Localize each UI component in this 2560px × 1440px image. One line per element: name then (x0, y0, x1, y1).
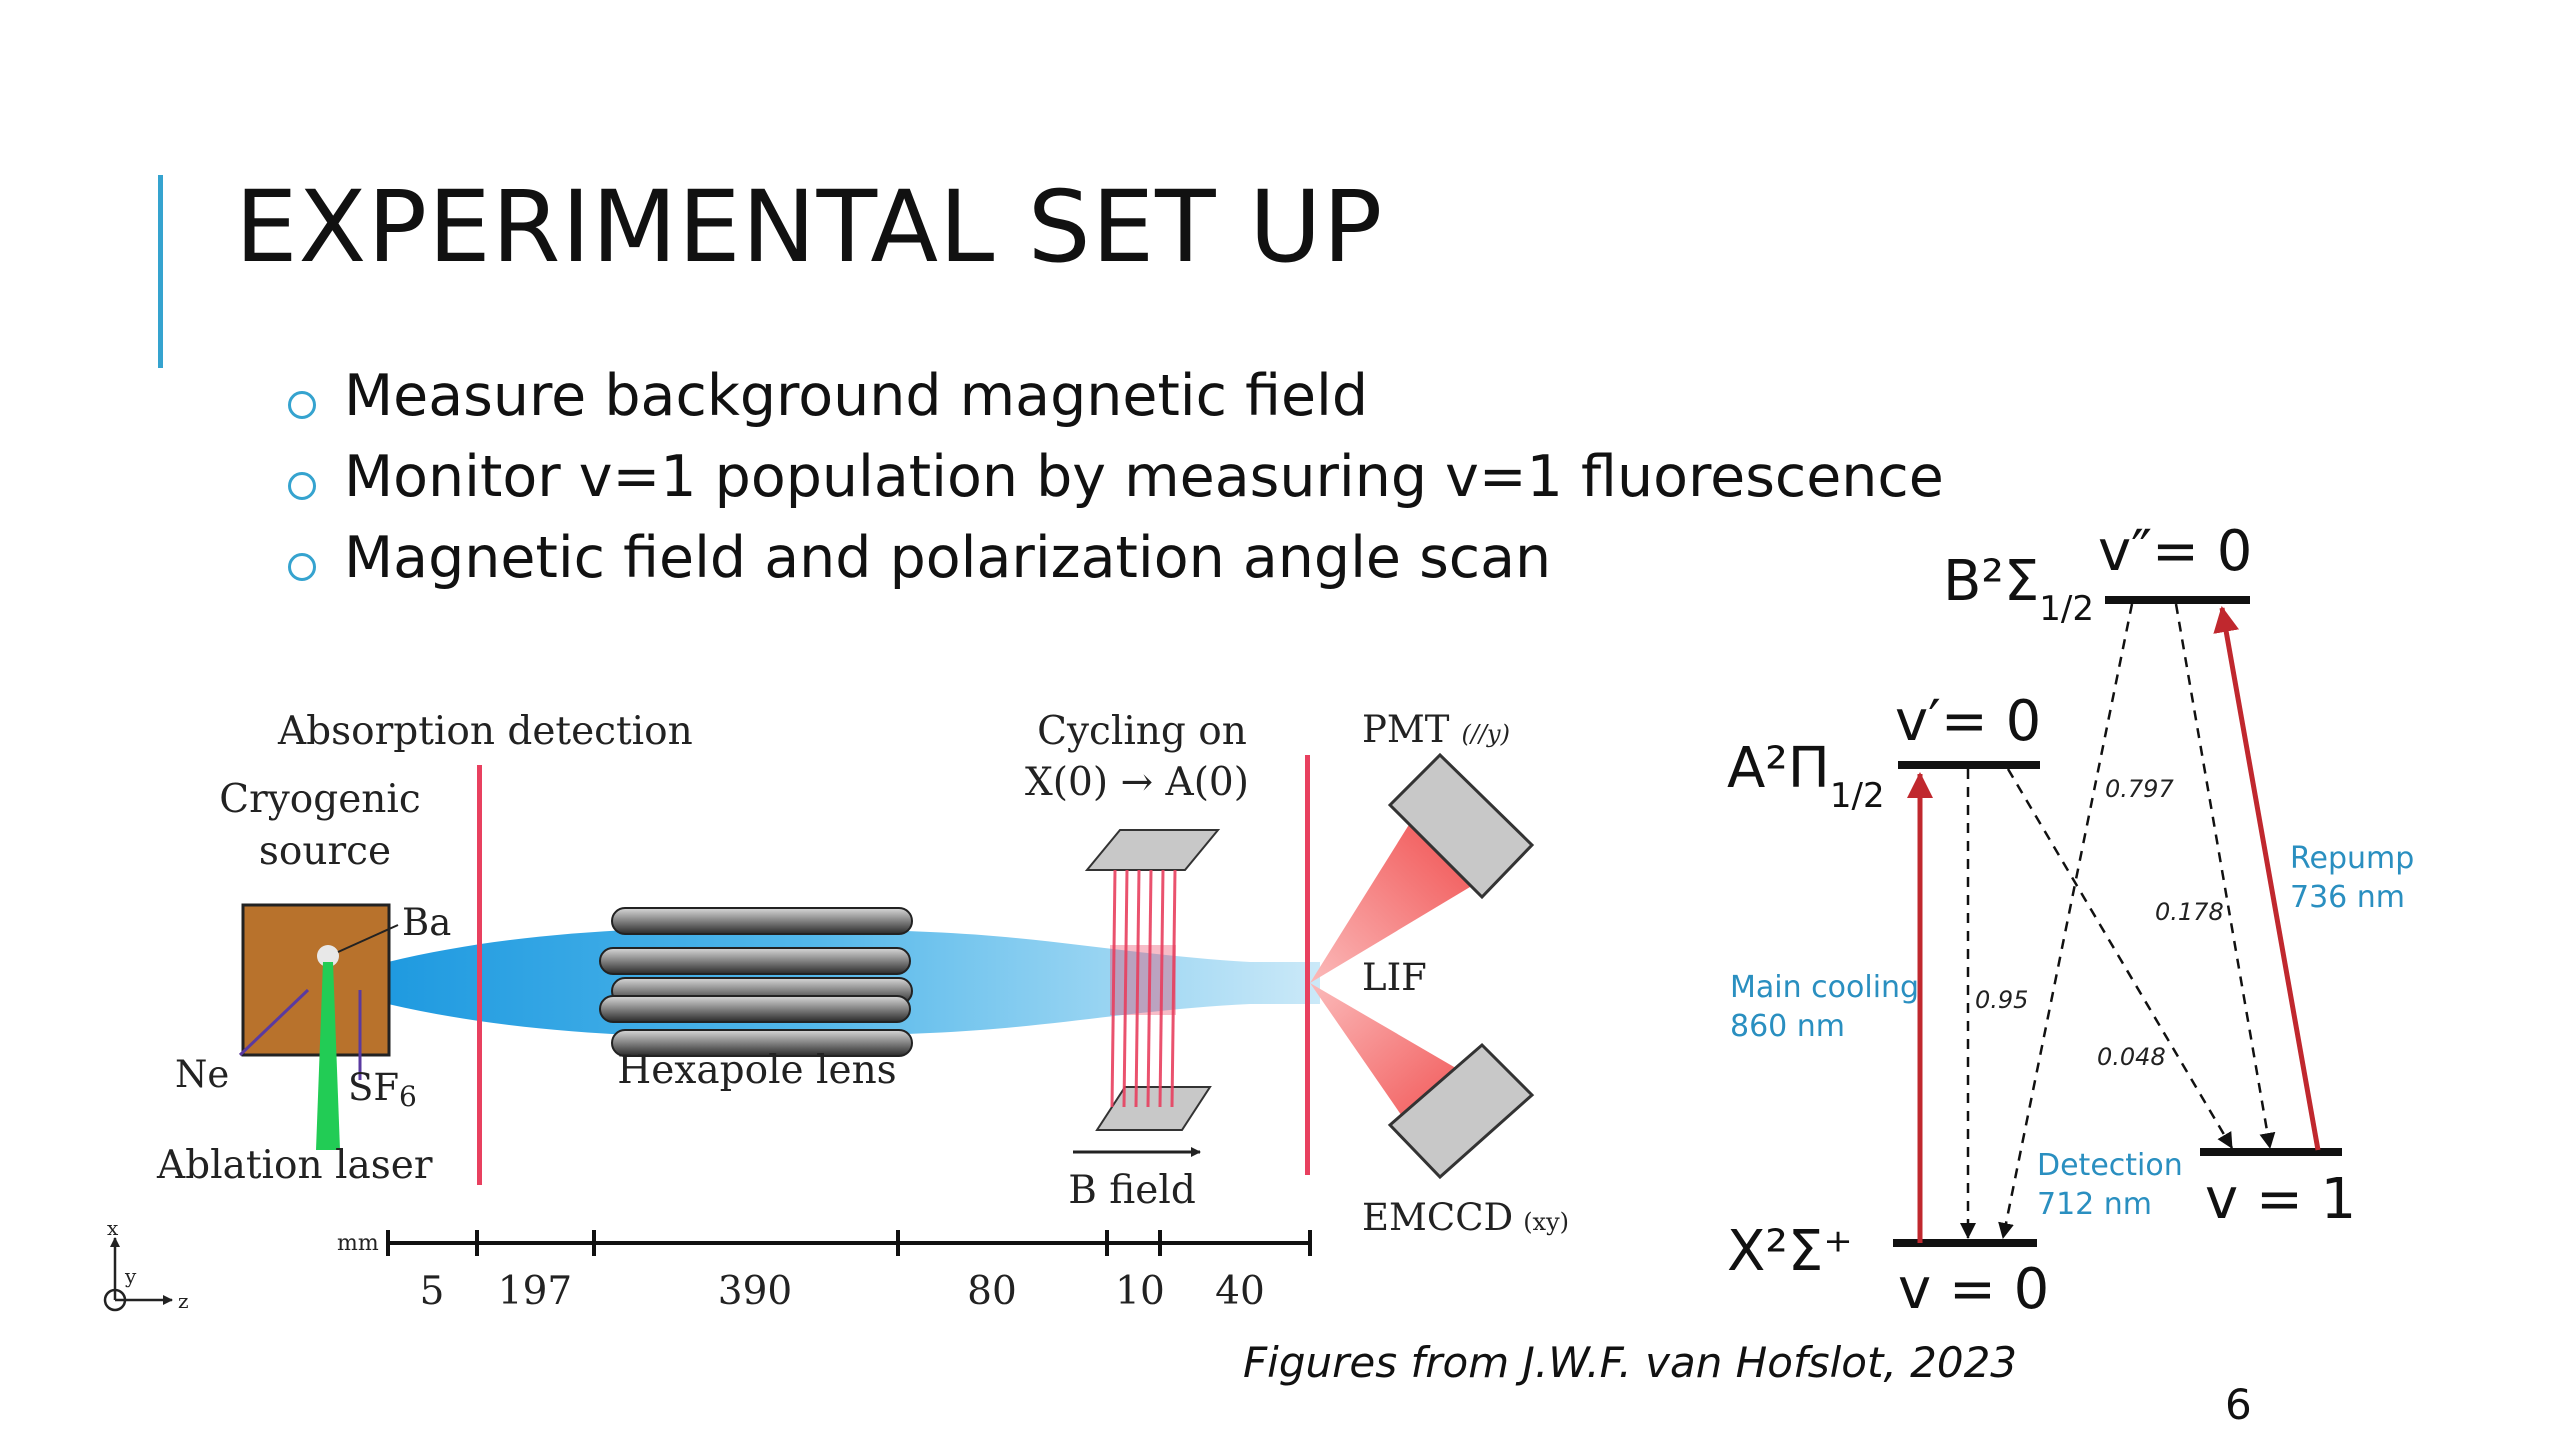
ba-target-dot (317, 945, 339, 967)
pmt-label: PMT (//y) (1362, 708, 1510, 751)
cycling-overlap-region (1110, 945, 1176, 1015)
detection-label-2: 712 nm (2037, 1187, 2152, 1222)
ne-label: Ne (175, 1053, 229, 1096)
setup-diagram: Absorption detection Cryogenic source Ba… (103, 708, 1569, 1314)
bullet-text: Monitor v=1 population by measuring v=1 … (344, 443, 1944, 510)
a-state-label: A²Π1/2 (1727, 736, 1885, 816)
pmt-detector (1387, 752, 1535, 900)
title-accent-bar (158, 175, 163, 368)
bullet-text: Measure background magnetic field (344, 362, 1369, 429)
scale-value: 40 (1215, 1269, 1265, 1314)
main-cooling-label-2: 860 nm (1730, 1009, 1845, 1044)
ba-label: Ba (402, 901, 451, 944)
ablation-laser-beam (316, 962, 340, 1150)
circle-bullet-icon (288, 471, 316, 500)
absorption-detection-label: Absorption detection (277, 709, 693, 754)
b-state-label: B²Σ1/2 (1943, 549, 2094, 629)
coordinate-axes (103, 1237, 173, 1312)
repump-arrow (2213, 606, 2321, 1151)
scale-unit-label: mm (337, 1231, 379, 1256)
branching-ratio: 0.797 (2105, 775, 2174, 803)
circle-bullet-icon (288, 552, 316, 581)
bullet-text: Magnetic field and polarization angle sc… (344, 524, 1552, 591)
lif-label: LIF (1362, 956, 1427, 999)
bullet-item: Monitor v=1 population by measuring v=1 … (288, 436, 1944, 517)
cryogenic-source-label-2: source (259, 829, 391, 874)
axis-z-label: z (178, 1289, 189, 1313)
hexapole-lens-label: Hexapole lens (617, 1048, 896, 1093)
branching-ratio: 0.178 (2155, 898, 2224, 926)
repump-label-2: 736 nm (2290, 880, 2405, 915)
scale-bar-ticks (386, 1230, 1312, 1256)
x-state-label: X²Σ⁺ (1727, 1219, 1853, 1284)
scale-value: 10 (1115, 1269, 1165, 1314)
cycling-label-1: Cycling on (1037, 709, 1247, 754)
main-cooling-label-1: Main cooling (1730, 970, 1919, 1005)
level-diagram: B²Σ1/2 v″= 0 A²Π1/2 v′= 0 X²Σ⁺ v = 0 v =… (1727, 519, 2414, 1322)
hexapole-lens (599, 907, 913, 1057)
bullet-item: Measure background magnetic field (288, 355, 1944, 436)
absorption-laser-line (477, 765, 482, 1185)
slide-title: EXPERIMENTAL SET UP (235, 170, 1384, 285)
branching-ratio: 0.95 (1975, 986, 2028, 1014)
bullet-list: Measure background magnetic field Monito… (288, 355, 1944, 598)
scale-value: 197 (498, 1269, 572, 1314)
cryogenic-source-label-1: Cryogenic (219, 777, 420, 822)
x-v1-label: v = 1 (2205, 1167, 2356, 1232)
repump-label-1: Repump (2290, 841, 2414, 876)
bottom-cycling-mirror (1095, 1086, 1212, 1131)
scale-value: 390 (718, 1269, 792, 1314)
decay-arrows (1960, 603, 2276, 1239)
ba-pointer (337, 924, 399, 953)
b-field-label: B field (1068, 1168, 1196, 1213)
axis-x-label: x (107, 1216, 119, 1240)
detection-label-1: Detection (2037, 1148, 2183, 1183)
axis-y-label: y (124, 1264, 137, 1288)
cycling-laser-beams (1110, 869, 1177, 1108)
bullet-item: Magnetic field and polarization angle sc… (288, 517, 1944, 598)
a-level-label: v′= 0 (1895, 689, 2041, 754)
lif-laser-line (1305, 755, 1310, 1175)
emccd-detector (1387, 1042, 1535, 1180)
page-number: 6 (2225, 1380, 2252, 1429)
b-level-label: v″= 0 (2098, 519, 2252, 584)
top-cycling-mirror (1084, 829, 1221, 871)
scale-value: 80 (967, 1269, 1017, 1314)
ablation-laser-label: Ablation laser (156, 1143, 433, 1188)
figure-caption: Figures from J.W.F. van Hofslot, 2023 (1243, 1338, 2018, 1387)
sf6-label: SF6 (348, 1066, 417, 1113)
branching-ratio: 0.048 (2097, 1043, 2166, 1071)
circle-bullet-icon (288, 390, 316, 419)
cycling-label-2: X(0) → A(0) (1025, 760, 1249, 805)
ne-pointer (238, 988, 310, 1057)
scale-value: 5 (420, 1269, 445, 1314)
x-v0-label: v = 0 (1898, 1257, 2049, 1322)
emccd-label: EMCCD (xy) (1362, 1196, 1569, 1239)
